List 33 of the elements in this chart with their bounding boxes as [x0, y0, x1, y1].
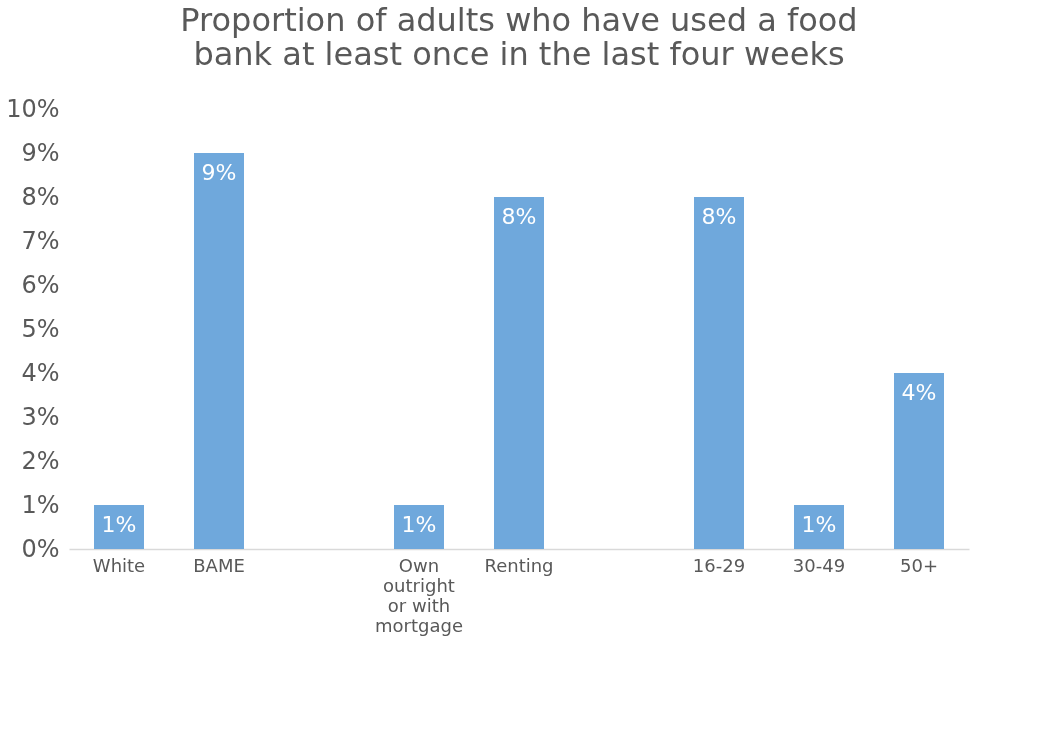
bar: [494, 197, 544, 549]
data-label: 1%: [401, 512, 437, 537]
y-tick-label: 8%: [21, 182, 60, 211]
bar: [394, 505, 444, 549]
x-tick-label: Own outright or with mortgage: [375, 554, 463, 636]
data-label: 1%: [801, 512, 837, 537]
bar: [794, 505, 844, 549]
text: Proportion of adults who have used a food: [180, 1, 858, 39]
x-tick-label: 16-29: [692, 554, 746, 576]
data-label: 4%: [901, 380, 937, 405]
y-tick-label: 0%: [21, 534, 60, 563]
data-label: 9%: [201, 160, 237, 185]
y-tick-label: 9%: [21, 138, 60, 167]
y-tick-label: 10%: [6, 94, 60, 123]
bar: [894, 373, 944, 549]
y-tick-label: 4%: [21, 358, 60, 387]
y-tick-label: 6%: [21, 270, 60, 299]
bar: [94, 505, 144, 549]
x-tick-label: BAME: [193, 554, 245, 576]
y-tick-label: 5%: [21, 314, 60, 343]
y-tick-label: 1%: [21, 490, 60, 519]
x-tick-label: Renting: [484, 554, 554, 576]
data-label: 8%: [501, 204, 537, 229]
bar: [694, 197, 744, 549]
y-tick-label: 3%: [21, 402, 60, 431]
bar: [194, 153, 244, 549]
y-tick-label: 7%: [21, 226, 60, 255]
x-tick-label: 50+: [900, 554, 938, 576]
y-tick-label: 2%: [21, 446, 60, 475]
x-tick-label: 30-49: [792, 554, 846, 576]
x-tick-label: White: [92, 554, 146, 576]
data-label: 8%: [701, 204, 737, 229]
data-label: 1%: [101, 512, 137, 537]
